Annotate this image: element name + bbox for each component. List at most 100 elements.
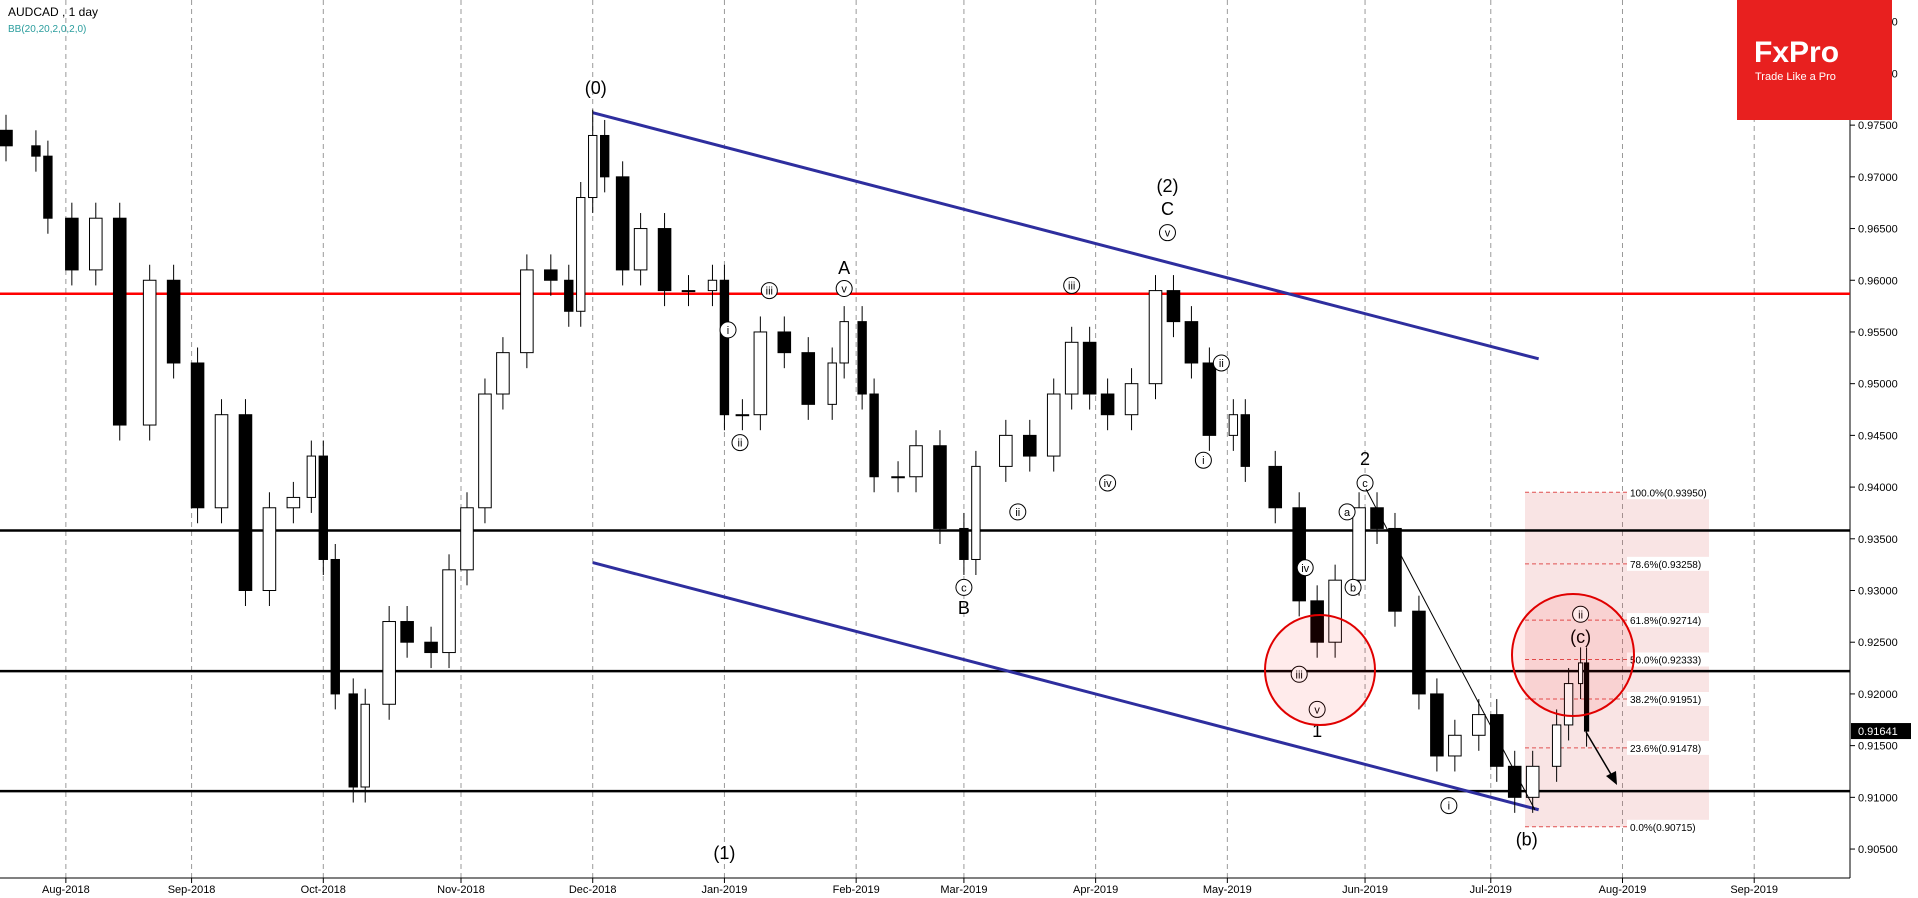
last-price-box xyxy=(1851,723,1911,740)
wave-label: B xyxy=(958,598,970,618)
candle-body xyxy=(753,331,768,416)
fib-label-bg xyxy=(1627,556,1709,571)
chart-title: AUDCAD , 1 day xyxy=(8,5,98,19)
x-tick-label: Jan-2019 xyxy=(701,884,747,896)
wave-label: c xyxy=(1362,478,1368,490)
candle-body xyxy=(735,414,750,417)
wave-label: 2 xyxy=(1360,449,1370,469)
y-tick-label: 0.95500 xyxy=(1858,327,1898,339)
candle-body xyxy=(1240,414,1250,467)
wave-label: iii xyxy=(1296,669,1303,681)
candle-body xyxy=(31,145,41,157)
wave-circle xyxy=(1308,700,1326,718)
trend-line xyxy=(592,561,1540,812)
candle-body xyxy=(1228,414,1239,436)
wave-label: (b) xyxy=(1516,830,1538,850)
wave-label: c xyxy=(961,582,967,594)
candle-body xyxy=(496,352,510,395)
y-tick-label: 0.97500 xyxy=(1858,120,1898,132)
wave-label: iv xyxy=(1104,478,1112,490)
candle-body xyxy=(190,362,205,509)
candle-body xyxy=(1563,683,1574,726)
fib-label-bg xyxy=(1627,740,1709,755)
candle-body xyxy=(999,434,1013,467)
candle-body xyxy=(1489,714,1504,767)
candle-body xyxy=(262,507,277,592)
candle-body xyxy=(839,321,849,364)
candle-body xyxy=(707,279,718,292)
x-tick-label: Mar-2019 xyxy=(940,884,987,896)
fib-label: 38.2%(0.91951) xyxy=(1630,695,1701,706)
wave-circle xyxy=(1440,797,1458,815)
y-tick-label: 0.97000 xyxy=(1858,172,1898,184)
candle-body xyxy=(1292,507,1306,602)
wave-label: iii xyxy=(766,286,773,298)
wave-label: i xyxy=(1202,455,1204,467)
x-tick-label: Sep-2019 xyxy=(1730,884,1778,896)
candle-body xyxy=(719,279,730,416)
wave-circle xyxy=(1099,474,1117,492)
candle-body xyxy=(306,455,317,498)
fib-label: 50.0%(0.92333) xyxy=(1630,655,1701,666)
fib-label: 23.6%(0.91478) xyxy=(1630,744,1701,755)
candle-body xyxy=(1082,341,1097,395)
y-tick-label: 0.91000 xyxy=(1858,792,1898,804)
y-tick-label: 0.92000 xyxy=(1858,689,1898,701)
x-tick-label: Aug-2018 xyxy=(42,884,90,896)
wave-label: (2) xyxy=(1156,176,1178,196)
candle-body xyxy=(1184,321,1199,364)
y-tick-label: 0.90500 xyxy=(1858,844,1898,856)
candle-body xyxy=(1202,362,1217,436)
wave-circle xyxy=(835,280,853,298)
candle-body xyxy=(424,641,438,654)
arrow-head xyxy=(1606,771,1617,785)
candle-body xyxy=(576,197,586,312)
candle-body xyxy=(112,217,127,426)
trend-line xyxy=(592,111,1540,361)
candle-body xyxy=(1551,724,1562,767)
candle-body xyxy=(1124,383,1139,416)
wave-circle xyxy=(1063,276,1081,294)
wave-circle xyxy=(1212,354,1230,372)
wave-label: A xyxy=(838,258,850,278)
candle-body xyxy=(1577,662,1584,685)
candle-body xyxy=(1370,507,1384,529)
x-tick-label: Sep-2018 xyxy=(168,884,216,896)
logo-tagline: Trade Like a Pro xyxy=(1755,71,1836,83)
wave-label: (0) xyxy=(585,78,607,98)
wave-circle xyxy=(1158,224,1176,242)
wave-label: i xyxy=(1448,801,1450,813)
fib-label-bg xyxy=(1627,652,1709,667)
candle-body xyxy=(478,393,492,509)
fib-label-bg xyxy=(1627,485,1709,500)
wave-label: ii xyxy=(1578,609,1583,621)
candle-body xyxy=(1507,765,1522,798)
wave-label: v xyxy=(1314,704,1320,716)
last-price-label: 0.91641 xyxy=(1858,726,1898,738)
highlight-circle xyxy=(1264,614,1376,726)
candle-body xyxy=(1352,507,1366,581)
x-tick-label: Jun-2019 xyxy=(1342,884,1388,896)
wave-label: a xyxy=(1344,507,1351,519)
candle-body xyxy=(857,321,867,395)
candle-body xyxy=(460,507,474,571)
candle-body xyxy=(286,496,301,509)
candle-body xyxy=(400,621,414,643)
candle-body xyxy=(827,362,837,405)
highlight-circle xyxy=(1511,593,1635,717)
candle-body xyxy=(1022,434,1037,457)
wave-circle xyxy=(955,578,973,596)
wave-circle xyxy=(760,282,778,300)
x-tick-label: Nov-2018 xyxy=(437,884,485,896)
wave-circle xyxy=(1290,665,1308,683)
wave-circle xyxy=(1194,451,1212,469)
x-tick-label: May-2019 xyxy=(1203,884,1252,896)
candle-body xyxy=(1064,341,1079,395)
candle-body xyxy=(318,455,328,560)
candle-body xyxy=(1472,714,1486,736)
candle-body xyxy=(600,134,610,178)
y-tick-label: 0.92500 xyxy=(1858,637,1898,649)
wave-label: v xyxy=(1165,228,1171,240)
